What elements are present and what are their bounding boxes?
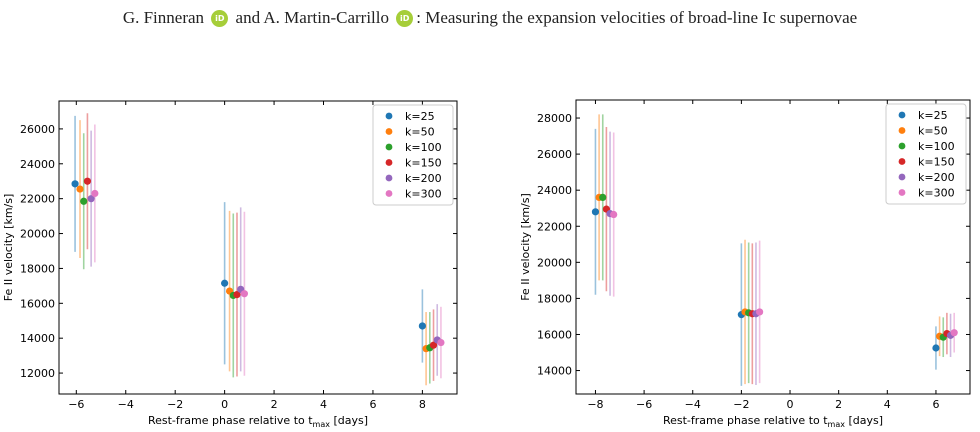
data-point [437,338,445,347]
author-1: G. Finneran [122,8,205,27]
y-tick-label: 14000 [537,365,572,378]
data-point [83,177,92,185]
y-tick-label: 12000 [20,367,55,380]
x-tick-label: 2 [271,398,278,411]
legend-box [885,103,967,205]
legend-label: k=100 [918,140,955,153]
y-tick-label: 18000 [20,262,55,275]
y-tick-label: 22000 [20,193,55,206]
legend-label: k=25 [918,109,948,122]
legend-marker [898,158,906,165]
data-point [932,344,940,352]
y-axis-label: Fe II velocity [km/s] [2,194,15,302]
data-point [76,185,84,193]
data-point [418,322,426,330]
legend-label: k=150 [405,157,442,170]
y-axis-label: Fe II velocity [km/s] [519,193,532,301]
legend-box [372,104,454,206]
legend-label: k=50 [918,125,948,138]
y-tick-label: 26000 [537,148,572,161]
paper-title: : Measuring the expansion velocities of … [416,8,858,27]
x-tick-label: 0 [221,398,228,411]
data-point [71,180,79,188]
legend-label: k=200 [918,171,955,184]
page-header: G. Finneran iD and A. Martin-Carrillo iD… [0,8,980,28]
legend-label: k=50 [405,126,435,139]
x-axis-label: Rest-frame phase relative to tmax [days] [663,414,883,429]
legend-marker [385,159,393,166]
legend-marker [898,127,906,134]
chart-panel-2: −8 −6 −4 −2 0 2 4 6 14000 16000 18000 20000 22000 240… [519,99,971,429]
x-tick-label: 0 [787,398,794,411]
y-tick-label: 16000 [537,328,572,341]
x-tick-label: 2 [835,398,842,411]
y-tick-label: 20000 [20,228,55,241]
orcid-icon[interactable]: iD [211,10,229,27]
conjunction: and [235,8,261,27]
data-point [80,197,88,205]
y-tick-label: 28000 [537,112,572,125]
x-tick-label: 4 [320,398,327,411]
x-tick-label: −2 [167,398,183,411]
x-tick-label: −6 [68,398,84,411]
x-tick-label: −8 [587,398,603,411]
data-point [233,290,241,299]
legend-marker [385,174,393,182]
legend-label: k=100 [405,141,442,154]
legend-marker [385,190,393,197]
legend-label: k=300 [405,188,442,201]
y-tick-label: 26000 [20,123,55,136]
x-tick-label: −4 [118,398,134,411]
y-tick-label: 14000 [20,332,55,345]
legend-marker [898,173,906,181]
data-point [591,208,600,216]
author-2: A. Martin-Carrillo [263,8,389,27]
data-point [756,308,764,316]
data-point [91,189,99,198]
data-point [87,195,95,203]
orcid-icon[interactable]: iD [396,10,414,27]
legend-label: k=300 [918,187,955,200]
data-point [599,193,607,201]
legend-label: k=200 [405,172,442,185]
data-point [610,210,618,219]
x-tick-label: −4 [685,398,701,411]
y-tick-label: 20000 [537,256,572,269]
legend-label: k=25 [405,110,435,123]
x-tick-label: 8 [419,398,426,411]
legend-marker [385,128,393,135]
data-point [950,329,958,337]
legend-marker [385,143,393,151]
x-axis-label: Rest-frame phase relative to tmax [days] [148,414,368,429]
plot-frame [575,99,971,395]
x-tick-label: 6 [369,398,376,411]
legend-marker [898,142,906,150]
y-tick-label: 18000 [537,292,572,305]
y-tick-label: 22000 [537,220,572,233]
x-tick-label: 4 [884,398,891,411]
data-point [221,279,229,287]
chart-panel-1: −6 −4 −2 0 2 4 6 8 12000 14000 16000 18000 20000 2200… [2,100,458,429]
y-tick-label: 24000 [537,184,572,197]
x-tick-label: −6 [636,398,652,411]
legend-marker [898,189,906,196]
x-tick-label: −2 [733,398,749,411]
y-tick-label: 24000 [20,158,55,171]
legend-marker [898,111,906,119]
y-tick-label: 16000 [20,297,55,310]
data-point [429,341,438,349]
legend-label: k=150 [918,156,955,169]
data-point [240,290,249,298]
x-tick-label: 6 [932,398,939,411]
legend-marker [385,112,393,120]
plot-frame [58,100,458,395]
